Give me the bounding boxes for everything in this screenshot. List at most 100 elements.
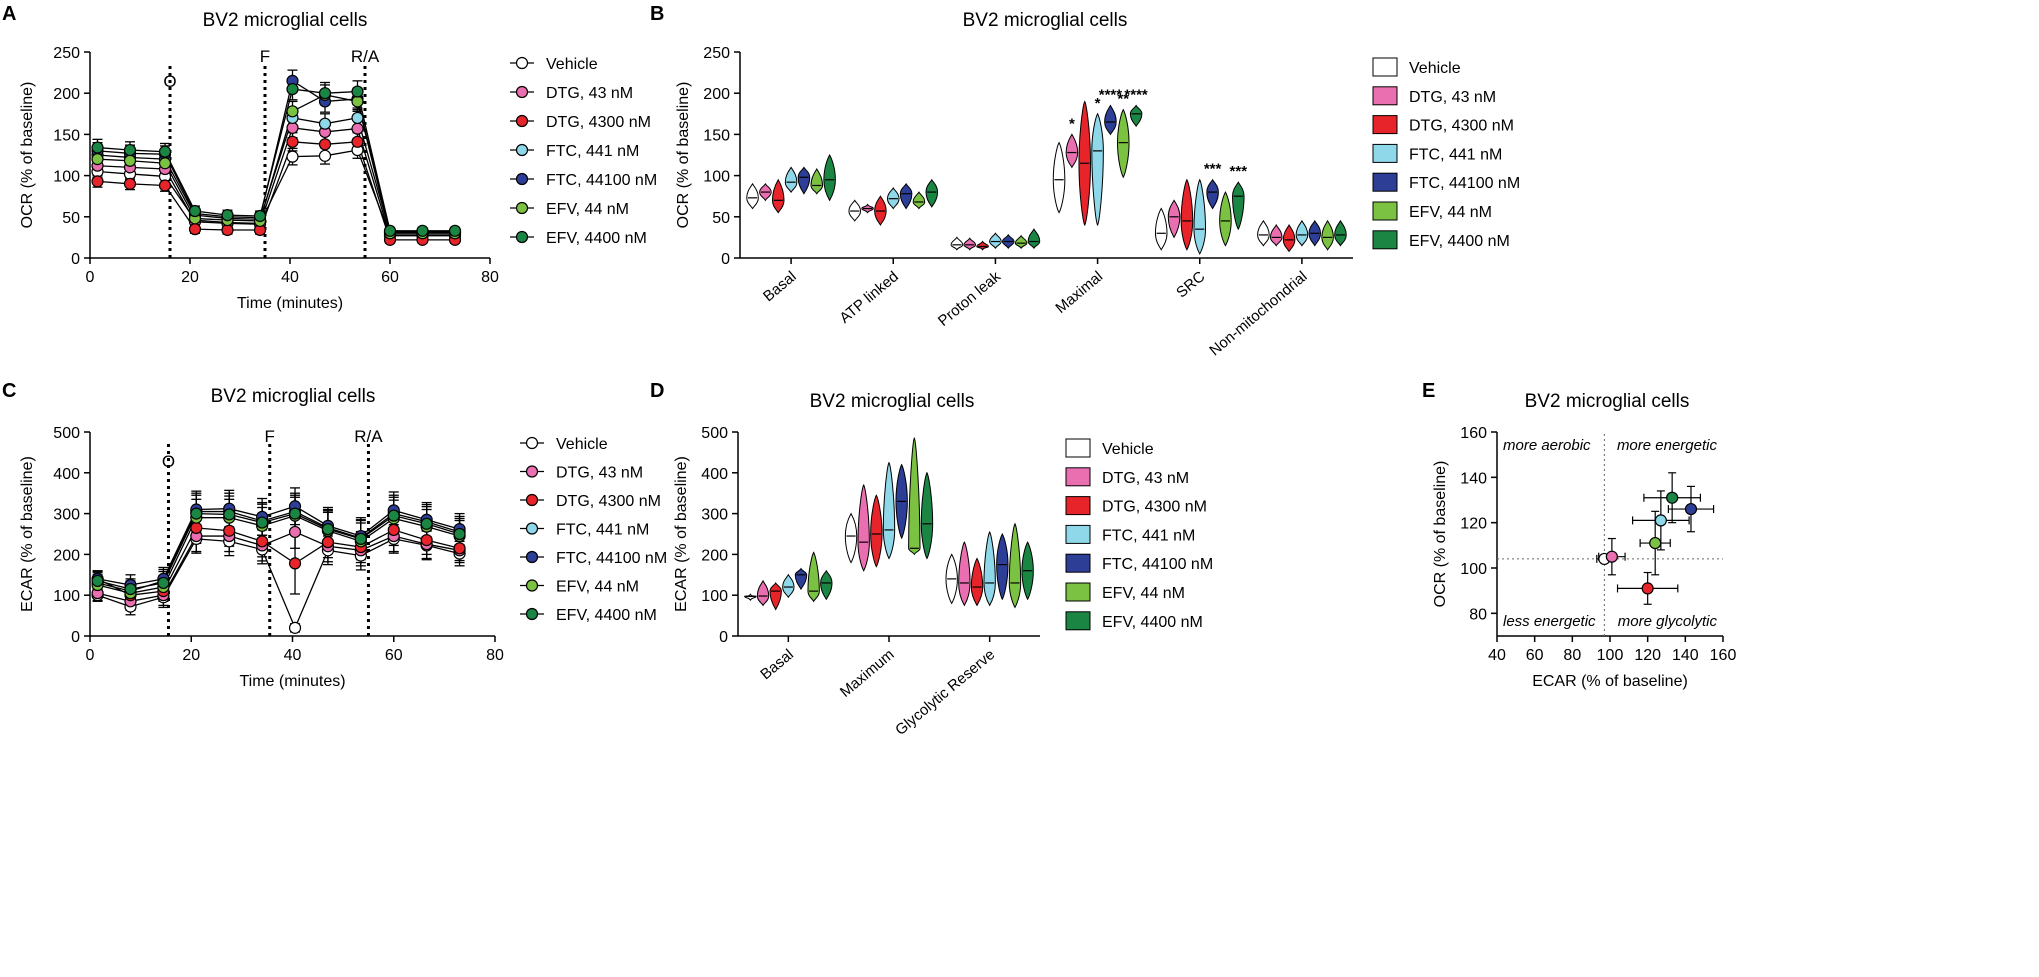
x-tick-label: 20: [181, 269, 199, 286]
data-point: [1666, 491, 1679, 504]
legend-marker: [515, 172, 529, 186]
data-point: [91, 175, 104, 188]
violin: [769, 581, 782, 611]
violin: [844, 512, 858, 564]
legend-label: Vehicle: [546, 56, 598, 73]
series-line: [97, 510, 460, 592]
legend-label: EFV, 4400 nM: [1409, 233, 1510, 250]
violin: [1116, 108, 1130, 179]
data-point: [91, 141, 104, 154]
violin: [794, 567, 808, 591]
panel-letter: C: [2, 380, 16, 402]
legend-marker: [515, 56, 529, 70]
legend-label: FTC, 441 nM: [1409, 146, 1502, 163]
injection-label: F: [260, 47, 270, 66]
chart-title: BV2 microglial cells: [203, 10, 368, 31]
data-point: [190, 507, 203, 520]
data-point: [321, 523, 335, 536]
y-tick-label: 0: [719, 629, 728, 646]
legend-label: EFV, 4400 nM: [1102, 614, 1203, 631]
violin: [1269, 224, 1283, 247]
y-axis-label: ECAR (% of baseline): [19, 456, 36, 612]
data-point: [256, 516, 269, 529]
violin: [823, 154, 836, 202]
legend-label: EFV, 44 nM: [1409, 204, 1492, 221]
data-point: [190, 521, 203, 534]
data-point: [158, 145, 172, 158]
x-tick-label: 0: [86, 647, 95, 664]
x-tick-label: Basal: [757, 646, 797, 683]
y-tick-label: 0: [71, 251, 80, 268]
y-axis-label: OCR (% of baseline): [675, 82, 692, 229]
significance-label: ***: [1230, 163, 1248, 180]
legend-label: FTC, 441 nM: [546, 143, 639, 160]
chart-title: BV2 microglial cells: [963, 10, 1128, 31]
y-tick-label: 500: [53, 425, 80, 442]
legend-label: Vehicle: [1409, 60, 1461, 77]
y-tick-label: 300: [701, 507, 728, 524]
violin: [976, 240, 989, 251]
data-point: [351, 111, 364, 125]
legend-swatch: [1065, 582, 1091, 602]
x-tick-label: 160: [1710, 647, 1737, 664]
data-point: [286, 82, 299, 96]
violin: [1052, 141, 1066, 214]
legend-label: DTG, 43 nM: [1409, 89, 1496, 106]
data-point: [383, 224, 397, 237]
data-point: [288, 621, 302, 634]
x-tick-label: 80: [1563, 647, 1581, 664]
y-axis-label: OCR (% of baseline): [1432, 461, 1449, 608]
legend-swatch: [1372, 86, 1398, 106]
y-axis-label: OCR (% of baseline): [19, 82, 36, 229]
violin: [1065, 133, 1079, 169]
injection-label: R/A: [351, 47, 380, 66]
data-point: [318, 149, 332, 162]
data-point: [321, 536, 335, 549]
data-point: [124, 582, 137, 596]
legend-marker: [525, 550, 539, 564]
data-point: [416, 224, 429, 237]
violin: [797, 166, 811, 195]
violin: [1167, 199, 1181, 239]
legend-label: Vehicle: [1102, 441, 1154, 458]
data-point: [288, 507, 302, 520]
violin: [744, 593, 757, 602]
significance-label: **: [1117, 91, 1129, 108]
legend-label: DTG, 43 nM: [1102, 470, 1189, 487]
x-tick-label: 0: [86, 269, 95, 286]
x-tick-label: 40: [284, 647, 302, 664]
legend-swatch: [1065, 524, 1091, 544]
injection-label: F: [265, 427, 275, 446]
significance-label: ****: [1099, 87, 1123, 104]
y-tick-label: 50: [712, 210, 730, 227]
legend-label: DTG, 4300 nM: [1409, 118, 1514, 135]
panel-a: A BV2 microglial cells050100150200250OCR …: [2, 3, 657, 312]
violin: [899, 182, 913, 210]
chart-title: BV2 microglial cells: [211, 386, 376, 407]
y-tick-label: 400: [701, 466, 728, 483]
x-tick-label: 40: [281, 269, 299, 286]
violin: [1027, 228, 1041, 250]
legend-swatch: [1065, 467, 1091, 487]
legend-marker: [525, 493, 539, 507]
data-point: [1649, 536, 1662, 550]
y-tick-label: 160: [1460, 425, 1487, 442]
chart-title: BV2 microglial cells: [1525, 391, 1690, 412]
x-tick-label: ATP linked: [836, 268, 901, 327]
violin: [1206, 178, 1219, 210]
legend-label: DTG, 4300 nM: [1102, 499, 1207, 516]
significance-label: *: [1069, 115, 1075, 132]
violin: [970, 557, 984, 607]
x-tick-label: 60: [1526, 647, 1544, 664]
panel-b: B BV2 microglial cells 0 50 100 150 200 250 OCR …: [650, 3, 1520, 359]
series-line: [97, 94, 455, 234]
y-tick-label: 80: [1469, 606, 1487, 623]
panel-d: D BV2 microglial cells 0 100 200 300 400 500 ECA…: [650, 380, 1213, 739]
violin: [882, 461, 896, 560]
data-point: [1654, 514, 1667, 527]
violin: [1219, 191, 1232, 247]
y-tick-label: 120: [1460, 516, 1487, 533]
violin: [857, 484, 870, 572]
x-axis-label: ECAR (% of baseline): [1532, 673, 1688, 690]
y-axis-label: ECAR (% of baseline): [673, 456, 690, 612]
